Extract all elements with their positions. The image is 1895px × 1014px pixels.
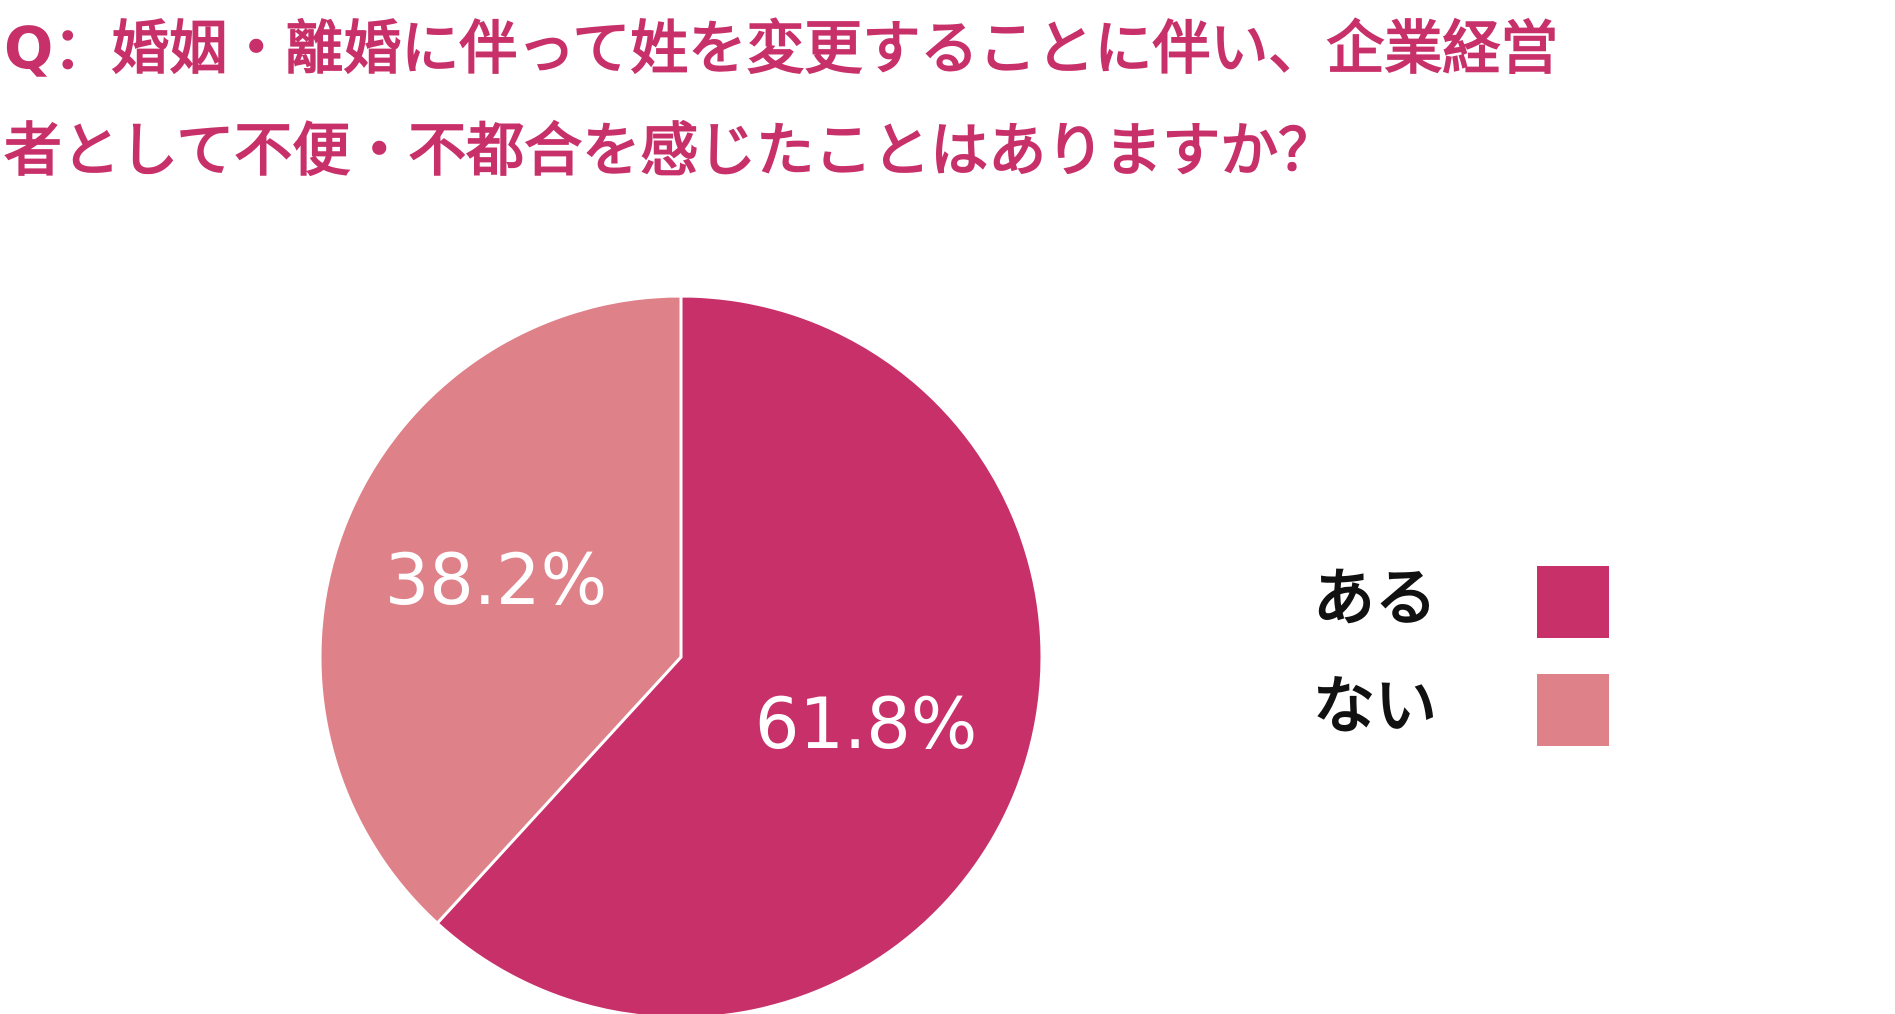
chart-title: Q：婚姻・離婚に伴って姓を変更することに伴い、企業経営 xyxy=(4,14,1558,82)
pie-slice xyxy=(318,294,683,926)
value-label: 61.8% xyxy=(755,683,977,765)
legend-swatch xyxy=(1537,566,1609,638)
legend-label: ある xyxy=(1313,561,1437,634)
chart-title: 者として不便・不都合を感じたことはありますか？ xyxy=(4,116,1336,184)
legend-label: ない xyxy=(1313,669,1437,742)
legend-swatch xyxy=(1537,674,1609,746)
chart-title-group: Q：婚姻・離婚に伴って姓を変更することに伴い、企業経営 者として不便・不都合を感… xyxy=(4,14,1558,184)
value-label: 38.2% xyxy=(385,539,607,621)
